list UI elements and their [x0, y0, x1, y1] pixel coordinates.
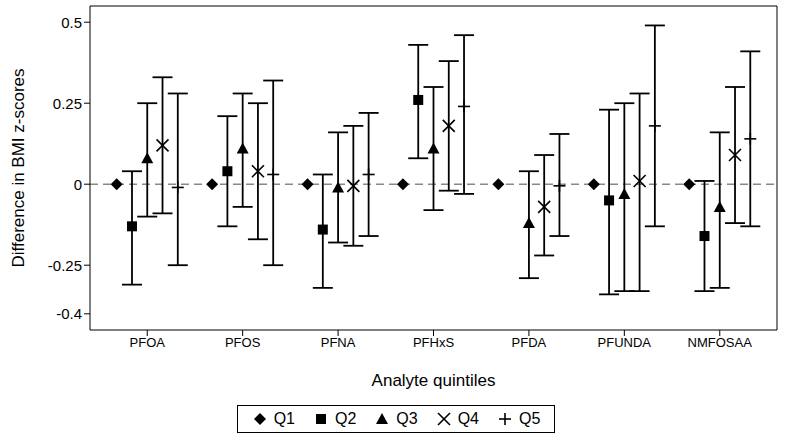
svg-text:PFOS: PFOS	[225, 335, 261, 350]
svg-text:0.5: 0.5	[61, 14, 82, 31]
html-text:Q1: Q1	[273, 410, 295, 427]
svg-text:NMFOSAA: NMFOSAA	[688, 335, 753, 350]
svg-text:PFUNDA: PFUNDA	[598, 335, 652, 350]
svg-text:PFHxS: PFHxS	[413, 335, 455, 350]
svg-text:Difference in BMI z-scores: Difference in BMI z-scores	[9, 68, 28, 267]
html-text:Q2: Q2	[335, 410, 357, 427]
html-text:Q5: Q5	[519, 410, 541, 427]
svg-text:PFNA: PFNA	[321, 335, 356, 350]
html-text:Q4: Q4	[457, 410, 479, 427]
svg-text:PFOA: PFOA	[130, 335, 166, 350]
svg-text:0.25: 0.25	[53, 95, 82, 112]
svg-text:PFDA: PFDA	[512, 335, 547, 350]
svg-text:-0.25: -0.25	[48, 257, 82, 274]
html-text:Q3: Q3	[396, 410, 418, 427]
svg-text:0: 0	[74, 176, 82, 193]
svg-text:Analyte quintiles: Analyte quintiles	[372, 371, 496, 390]
svg-text:-0.4: -0.4	[56, 305, 82, 322]
